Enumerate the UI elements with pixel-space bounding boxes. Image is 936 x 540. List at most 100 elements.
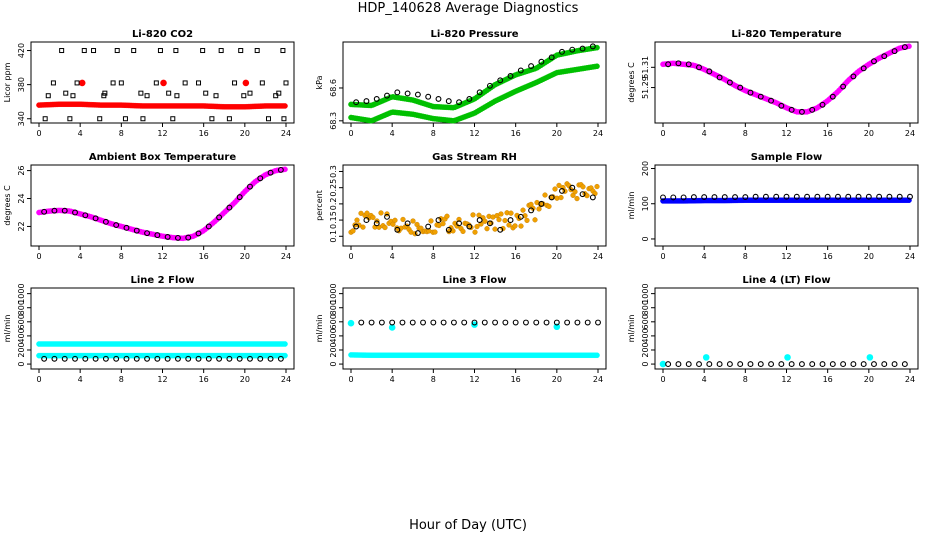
panel-9-x-tick-label: 24 bbox=[905, 375, 915, 384]
panel-7-y-axis-label: ml/min bbox=[3, 315, 12, 343]
panel-9-point bbox=[860, 361, 867, 368]
panel-5-point bbox=[440, 221, 446, 227]
panel-7-x-tick-label: 4 bbox=[78, 375, 83, 384]
panel-7-x-tick-label: 8 bbox=[119, 375, 124, 384]
panel-7-x-tick-label: 20 bbox=[240, 375, 250, 384]
panel-3-x-tick-label: 12 bbox=[781, 129, 791, 138]
panel-2-x-tick-label: 24 bbox=[593, 129, 603, 138]
panel-5-point bbox=[444, 213, 450, 219]
panel-9-point bbox=[696, 361, 702, 368]
panel-8-point bbox=[481, 319, 488, 326]
panel-5-point bbox=[508, 210, 514, 216]
panel-3-point bbox=[747, 89, 754, 96]
panel-5-series-2 bbox=[353, 184, 596, 236]
panel-4-title: Ambient Box Temperature bbox=[89, 152, 236, 163]
panel-5-point bbox=[574, 195, 580, 202]
panel-1-point bbox=[78, 79, 86, 87]
panel-8-y-tick-label: 400 bbox=[329, 328, 338, 343]
panel-7-point bbox=[92, 355, 99, 362]
panel-5-point bbox=[382, 224, 388, 231]
panel-4-point bbox=[41, 208, 48, 215]
panel-2-point bbox=[528, 63, 535, 70]
panel-8-title: Line 3 Flow bbox=[443, 275, 507, 286]
panel-9-point bbox=[891, 361, 898, 368]
panel-5-point bbox=[484, 226, 490, 232]
panel-2-point bbox=[456, 99, 463, 106]
panel-1-point bbox=[182, 80, 188, 86]
panel-8-point bbox=[584, 319, 591, 326]
panel-6-x-tick-label: 12 bbox=[781, 252, 791, 261]
panel-8-point bbox=[378, 319, 385, 326]
panel-1-x-tick-label: 20 bbox=[240, 129, 250, 138]
panel-4-x-tick-label: 24 bbox=[281, 252, 291, 261]
panel-5-point bbox=[498, 211, 504, 217]
panel-2-x-tick-label: 4 bbox=[390, 129, 395, 138]
panel-6-y-tick-label: 0 bbox=[641, 236, 650, 241]
panel-7-point bbox=[51, 355, 58, 362]
panel-9-point bbox=[737, 361, 744, 368]
panel-4-point bbox=[236, 194, 243, 201]
panel-6-point bbox=[845, 193, 852, 200]
panel-5-point bbox=[476, 217, 483, 224]
panel-6-y-tick-label: 200 bbox=[641, 161, 650, 176]
panel-1-point bbox=[160, 79, 167, 87]
panel-5-point bbox=[594, 183, 600, 190]
panel-8-point bbox=[399, 319, 406, 326]
panel-9-point bbox=[778, 361, 785, 368]
panel-6-point bbox=[711, 194, 718, 200]
panel-7-point bbox=[277, 355, 284, 362]
panel-4-y-tick-label: 26 bbox=[17, 165, 26, 175]
panel-8-series-1 bbox=[348, 352, 600, 359]
panel-9-point bbox=[726, 361, 733, 368]
panel-6-y-axis-label: ml/min bbox=[627, 192, 636, 220]
panel-9-x-tick-label: 0 bbox=[660, 375, 665, 384]
panel-1-point bbox=[196, 80, 202, 86]
panel-7-y-tick-label: 1000 bbox=[17, 283, 26, 303]
panel-2-point bbox=[589, 43, 596, 50]
panel-2-x-tick-label: 0 bbox=[348, 129, 353, 138]
panel-7-point bbox=[123, 355, 130, 362]
panel-8-point bbox=[574, 319, 581, 326]
panel-2-x-tick-label: 16 bbox=[511, 129, 521, 138]
panel-7-point bbox=[41, 355, 48, 362]
panel-2-series-2 bbox=[348, 63, 600, 124]
panel-3-point bbox=[871, 58, 877, 65]
panel-2-point bbox=[517, 67, 524, 74]
panel-5-point bbox=[556, 182, 562, 189]
panel-9-point bbox=[809, 361, 816, 368]
panel-1-point bbox=[266, 116, 272, 122]
panel-3-y-tick-label: 51.29 bbox=[641, 76, 650, 99]
panel-5-point bbox=[472, 229, 478, 235]
panel-2-series-1 bbox=[348, 44, 600, 111]
panel-3-x-tick-label: 20 bbox=[864, 129, 874, 138]
panel-7-x-tick-label: 24 bbox=[281, 375, 291, 384]
panel-5-point bbox=[507, 217, 514, 224]
panel-5-x-tick-label: 12 bbox=[469, 252, 479, 261]
panel-8-point bbox=[430, 319, 437, 326]
panel-2-title: Li-820 Pressure bbox=[430, 29, 518, 40]
panel-5-y-tick-label: 0.25 bbox=[329, 179, 338, 197]
panel-1-point bbox=[122, 116, 128, 122]
panel-4-point bbox=[205, 223, 212, 230]
panel-6: Sample Flow ml/min 0 4 8 12 16 20 24 0 100 200 bbox=[627, 152, 919, 261]
panel-7-point bbox=[226, 355, 233, 362]
panel-6-x-tick-label: 0 bbox=[660, 252, 665, 261]
panel-1-point bbox=[118, 80, 124, 86]
panel-2-point bbox=[579, 45, 586, 52]
panel-4-point bbox=[267, 169, 274, 176]
panel-4-y-tick-label: 24 bbox=[17, 193, 26, 203]
panel-2-point bbox=[548, 54, 555, 61]
panel-3-point bbox=[840, 83, 847, 90]
panel-6-point bbox=[783, 193, 790, 200]
panel-6-point bbox=[876, 193, 883, 200]
panel-9-point bbox=[659, 360, 667, 368]
panel-8-y-tick-label: 200 bbox=[329, 342, 338, 357]
panel-4-point bbox=[195, 230, 202, 237]
panel-1-point bbox=[59, 48, 65, 54]
panel-3-point bbox=[860, 65, 867, 72]
panel-6-point bbox=[670, 194, 677, 201]
panel-6-point bbox=[865, 193, 872, 200]
panel-2-point bbox=[394, 89, 401, 96]
panel-1-x-tick-label: 16 bbox=[199, 129, 209, 138]
